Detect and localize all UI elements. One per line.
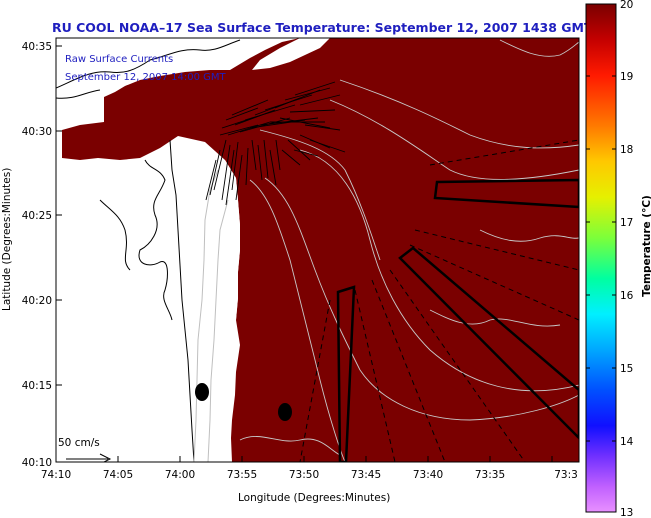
x-ticks: 74:10 74:05 74:00 73:55 73:50 73:45 73:4…: [41, 456, 578, 481]
isobath-contours: [239, 39, 579, 462]
radial-dashed-lines: [299, 139, 579, 462]
colorbar-tick-label: 17: [620, 217, 633, 229]
currents-time-label: September 12, 2007 14:00 GMT: [65, 72, 227, 83]
x-tick-label: 74:05: [103, 469, 133, 481]
x-axis-label: Longitude (Degrees:Minutes): [238, 492, 391, 504]
y-tick-label: 40:15: [22, 380, 52, 392]
x-tick-label: 73:35: [475, 469, 505, 481]
x-tick-label: 74:00: [165, 469, 195, 481]
sampling-wedges: [336, 178, 579, 462]
y-tick-label: 40:20: [22, 295, 52, 307]
map-title: RU COOL NOAA–17 Sea Surface Temperature:…: [52, 20, 593, 35]
colorbar-tick-label: 18: [620, 144, 633, 156]
sst-shelf-water: [62, 38, 579, 462]
x-tick-label: 73:50: [289, 469, 319, 481]
coastline: [56, 39, 241, 462]
y-tick-label: 40:25: [22, 210, 52, 222]
y-tick-label: 40:35: [22, 41, 52, 53]
scale-label: 50 cm/s: [58, 437, 100, 449]
station-marker-2: [278, 403, 292, 421]
currents-label: Raw Surface Currents: [65, 54, 173, 65]
station-marker-1: [195, 383, 209, 401]
plot-frame: [55, 37, 580, 463]
x-tick-label: 73:55: [227, 469, 257, 481]
colorbar-tick-label: 19: [620, 71, 633, 83]
colorbar-tick-label: 14: [620, 436, 634, 448]
colorbar: [585, 3, 617, 513]
colorbar-ticks: 20 19 18 17 16 15 14 13: [586, 0, 634, 518]
x-tick-label: 73:3: [554, 469, 578, 481]
colorbar-tick-label: 20: [620, 0, 633, 11]
x-tick-label: 73:45: [351, 469, 381, 481]
colorbar-tick-label: 15: [620, 363, 633, 375]
x-tick-label: 74:10: [41, 469, 71, 481]
y-ticks: 40:35 40:30 40:25 40:20 40:15 40:10: [22, 41, 62, 469]
y-tick-label: 40:30: [22, 126, 52, 138]
x-tick-label: 73:40: [413, 469, 443, 481]
surface-current-vectors: [205, 81, 346, 206]
y-tick-label: 40:10: [22, 457, 52, 469]
colorbar-tick-label: 16: [620, 290, 634, 302]
sst-field: [56, 38, 579, 462]
colorbar-tick-label: 13: [620, 507, 633, 518]
